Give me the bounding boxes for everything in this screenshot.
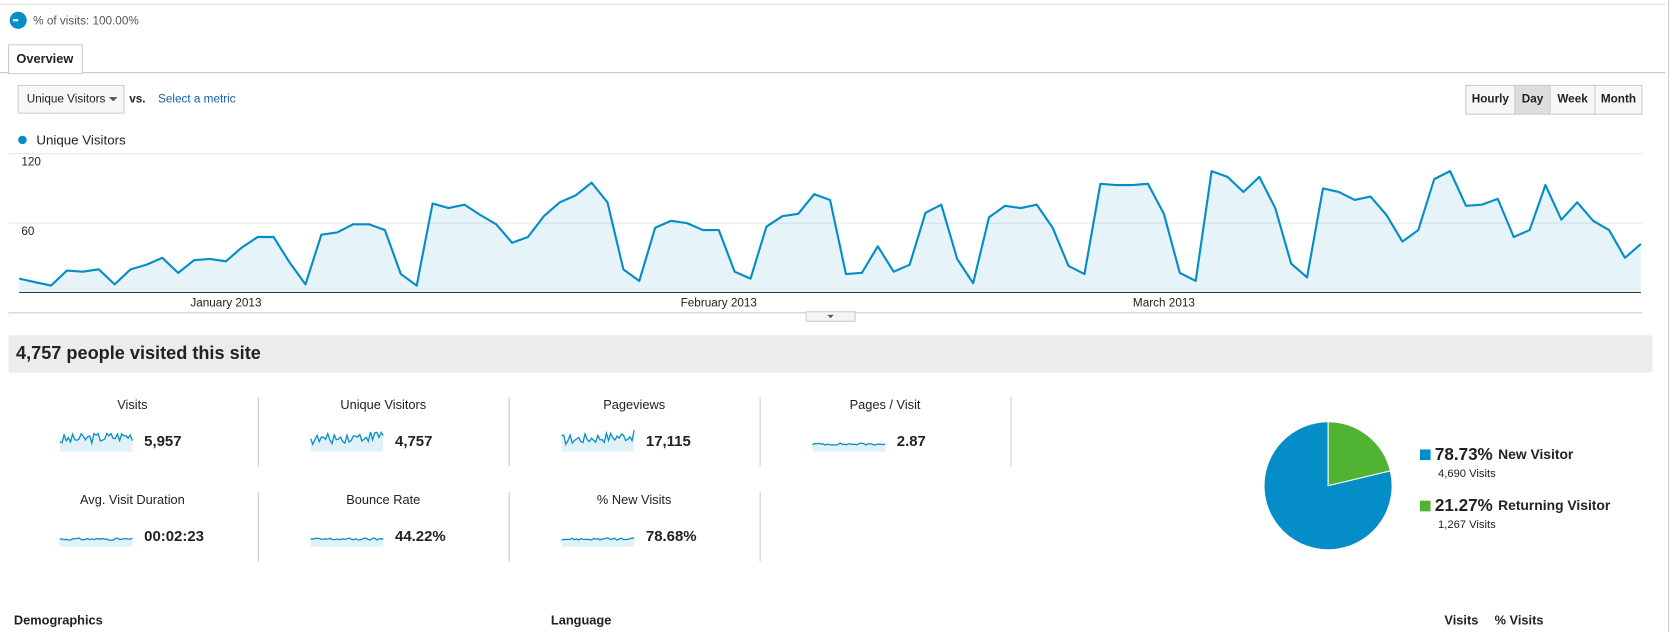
- period-button[interactable]: [1594, 84, 1643, 115]
- dropdown-arrow: [108, 97, 118, 102]
- footer-heading: Language: [551, 613, 611, 628]
- metric-value: 17,115: [646, 433, 691, 450]
- tab[interactable]: [8, 44, 83, 75]
- segment-label: % of visits: 100.00%: [33, 14, 139, 27]
- sparkline: [812, 442, 886, 446]
- metric-name: Visits: [117, 397, 147, 412]
- sparkline-area: [561, 430, 635, 452]
- metric-dropdown[interactable]: [17, 84, 125, 114]
- pie-slice: [1263, 421, 1393, 551]
- sparkline: [310, 431, 384, 447]
- line: [19, 170, 1642, 287]
- period-button[interactable]: [1465, 84, 1516, 115]
- pie-legend: 78.73% New Visitor: [1435, 444, 1574, 463]
- legend-label: Unique Visitors: [36, 132, 126, 147]
- sparkline: [310, 537, 384, 541]
- x-tick-label: March 2013: [1133, 296, 1195, 309]
- y-tick-label: 60: [21, 225, 35, 238]
- sparkline: [561, 537, 635, 541]
- period-label[interactable]: Month: [1601, 92, 1636, 105]
- metric-value: 2.87: [897, 433, 926, 450]
- sparkline: [561, 430, 635, 446]
- period-button[interactable]: [1514, 84, 1551, 115]
- select-metric-link[interactable]: Select a metric: [158, 92, 236, 105]
- toggle-arrow: [827, 314, 834, 319]
- legend-swatch: [1419, 500, 1431, 512]
- period-label[interactable]: Week: [1557, 92, 1588, 105]
- tab-label[interactable]: Overview: [16, 51, 73, 66]
- metric-value: 00:02:23: [144, 528, 204, 545]
- legend-dot: [18, 135, 27, 145]
- metric-name: Pageviews: [603, 397, 665, 412]
- summary-band: [8, 335, 1653, 373]
- footer-heading: % Visits: [1495, 613, 1544, 628]
- period-button[interactable]: [1549, 84, 1596, 115]
- metric-name: % New Visits: [597, 492, 671, 507]
- y-tick-label: 120: [21, 155, 41, 168]
- sparkline-area: [310, 431, 384, 452]
- metric-name: Unique Visitors: [340, 397, 426, 412]
- pie-legend: 21.27% Returning Visitor: [1435, 496, 1611, 515]
- metric-name: Bounce Rate: [346, 492, 420, 507]
- vs-label: vs.: [129, 92, 145, 105]
- sparkline: [59, 537, 133, 541]
- metric-label[interactable]: Unique Visitors: [27, 92, 106, 105]
- summary-title: 4,757 people visited this site: [16, 343, 261, 363]
- sparkline-area: [561, 538, 635, 547]
- sparkline: [59, 432, 134, 446]
- metric-value: 5,957: [144, 433, 181, 450]
- pie-category: New Visitor: [1498, 445, 1574, 461]
- sparkline-area: [59, 433, 133, 452]
- pie-visits: 1,267 Visits: [1438, 519, 1496, 531]
- metric-value: 78.68%: [646, 528, 697, 545]
- metric-value: 4,757: [395, 433, 432, 450]
- period-label[interactable]: Day: [1522, 92, 1544, 105]
- footer-heading: Visits: [1444, 613, 1478, 628]
- x-tick-label: February 2013: [681, 296, 758, 309]
- pie-percent: 78.73%: [1435, 444, 1493, 463]
- sparkline-area: [310, 538, 384, 547]
- period-label[interactable]: Hourly: [1472, 92, 1510, 105]
- metric-value: 44.22%: [395, 528, 446, 545]
- pie-visits: 4,690 Visits: [1438, 468, 1496, 480]
- metric-name: Avg. Visit Duration: [80, 492, 185, 507]
- footer-heading: Demographics: [14, 613, 103, 628]
- pie-category: Returning Visitor: [1498, 497, 1611, 513]
- area: [19, 171, 1641, 293]
- pie-slice: [1327, 421, 1392, 487]
- pie-percent: 21.27%: [1435, 496, 1493, 515]
- x-tick-label: January 2013: [190, 296, 262, 309]
- legend-swatch: [1419, 449, 1431, 461]
- sparkline-area: [59, 538, 133, 547]
- metric-name: Pages / Visit: [850, 397, 921, 412]
